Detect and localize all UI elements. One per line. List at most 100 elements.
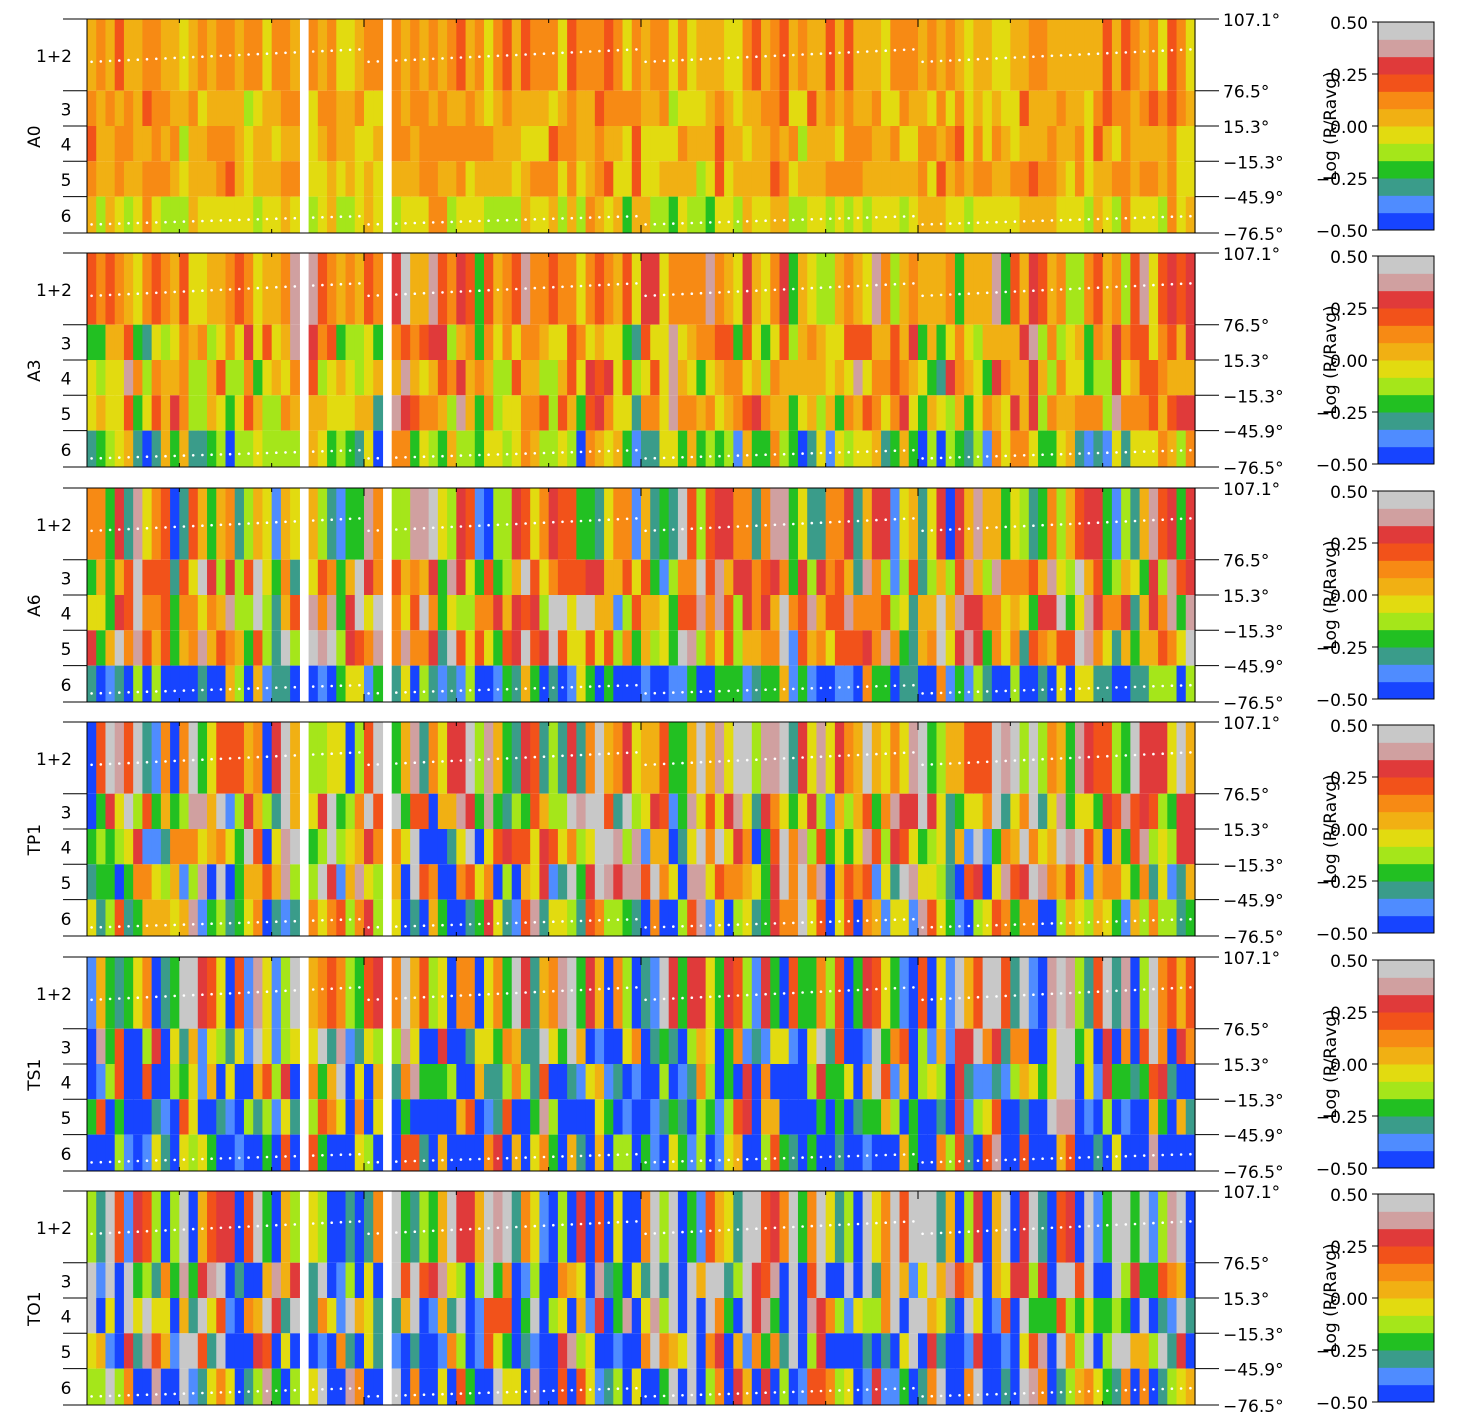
heatmap-cell bbox=[160, 1028, 171, 1064]
heatmap-cell bbox=[114, 595, 125, 631]
heatmap-cell bbox=[160, 90, 171, 126]
trace-point bbox=[755, 688, 758, 692]
heatmap-cell bbox=[373, 253, 384, 325]
heatmap-cell bbox=[96, 957, 107, 1029]
heatmap-cell bbox=[871, 630, 882, 666]
heatmap-cell bbox=[890, 1028, 901, 1064]
heatmap-cell bbox=[520, 161, 531, 197]
trace-point bbox=[930, 294, 934, 297]
heatmap-cell bbox=[216, 1298, 227, 1334]
trace-point bbox=[275, 285, 278, 289]
trace-point bbox=[865, 284, 869, 287]
heatmap-cell bbox=[1139, 722, 1150, 794]
heatmap-cell bbox=[484, 1368, 494, 1405]
trace-point bbox=[1115, 754, 1118, 758]
colorbar-segment bbox=[1378, 664, 1434, 683]
heatmap-cell bbox=[936, 957, 947, 1029]
heatmap-cell bbox=[234, 1298, 245, 1334]
heatmap-cell bbox=[207, 793, 217, 829]
trace-point bbox=[367, 529, 370, 533]
heatmap-cell bbox=[825, 722, 836, 794]
heatmap-cell bbox=[788, 630, 799, 666]
heatmap-cell bbox=[890, 630, 901, 666]
heatmap-cell bbox=[677, 559, 688, 595]
trace-point bbox=[949, 691, 952, 694]
heatmap-cell bbox=[419, 360, 430, 396]
trace-point bbox=[1189, 517, 1192, 520]
heatmap-cell bbox=[908, 899, 919, 936]
heatmap-cell bbox=[410, 630, 420, 666]
heatmap-cell bbox=[465, 324, 476, 360]
trace-point bbox=[745, 454, 749, 457]
heatmap-cell bbox=[502, 630, 513, 666]
heatmap-cell bbox=[733, 1262, 744, 1298]
trace-point bbox=[681, 292, 684, 296]
heatmap-cell bbox=[474, 630, 485, 666]
lat-tick-label: 107.1° bbox=[1223, 11, 1280, 31]
heatmap-cell bbox=[954, 595, 965, 631]
heatmap-cell bbox=[945, 324, 956, 360]
heatmap-cell bbox=[677, 1262, 688, 1298]
heatmap-cell bbox=[465, 559, 476, 595]
trace-point bbox=[348, 48, 352, 52]
heatmap-cell bbox=[761, 793, 771, 829]
heatmap-cell bbox=[1102, 829, 1113, 865]
lat-tick-label: −76.5° bbox=[1223, 1163, 1284, 1183]
trace-point bbox=[588, 919, 592, 922]
heatmap-cell bbox=[243, 864, 254, 900]
heatmap-cell bbox=[779, 161, 790, 197]
trace-point bbox=[570, 685, 574, 689]
trace-point bbox=[182, 689, 186, 692]
heatmap-cell bbox=[1065, 1064, 1076, 1100]
trace-point bbox=[1124, 919, 1128, 923]
heatmap-cell bbox=[788, 1368, 799, 1405]
heatmap-cell bbox=[936, 899, 947, 936]
heatmap-cell bbox=[834, 90, 845, 126]
trace-point bbox=[976, 690, 980, 693]
heatmap-cell bbox=[622, 324, 633, 360]
heatmap-cell bbox=[1130, 722, 1141, 794]
heatmap-cell bbox=[585, 1191, 596, 1263]
heatmap-cell bbox=[1010, 1064, 1021, 1100]
trace-point bbox=[949, 293, 952, 296]
heatmap-cell bbox=[1001, 1064, 1011, 1100]
trace-point bbox=[1179, 986, 1183, 990]
heatmap-cell bbox=[1065, 630, 1076, 666]
heatmap-cell bbox=[354, 1028, 365, 1064]
heatmap-cell bbox=[844, 1333, 854, 1369]
heatmap-cell bbox=[991, 1298, 1002, 1334]
heatmap-cell bbox=[290, 1191, 300, 1263]
heatmap-cell bbox=[520, 126, 531, 162]
heatmap-cell bbox=[188, 196, 199, 233]
heatmap-cell bbox=[428, 630, 439, 666]
heatmap-cell bbox=[548, 196, 559, 233]
trace-point bbox=[1142, 753, 1146, 756]
heatmap-cell bbox=[437, 665, 448, 702]
heatmap-cell bbox=[530, 360, 541, 396]
heatmap-cell bbox=[557, 196, 568, 233]
heatmap-cell bbox=[373, 1064, 384, 1100]
heatmap-cell bbox=[1111, 595, 1122, 631]
heatmap-cell bbox=[234, 559, 245, 595]
trace-point bbox=[247, 287, 250, 290]
heatmap-cell bbox=[733, 1099, 744, 1135]
heatmap-cell bbox=[271, 126, 282, 162]
heatmap-cell bbox=[465, 90, 476, 126]
heatmap-cell bbox=[1102, 90, 1113, 126]
heatmap-cell bbox=[705, 1028, 716, 1064]
heatmap-cell bbox=[484, 196, 494, 233]
heatmap-cell bbox=[668, 126, 679, 162]
heatmap-cell bbox=[641, 90, 651, 126]
heatmap-cell bbox=[400, 430, 411, 467]
heatmap-cell bbox=[197, 793, 208, 829]
heatmap-cell bbox=[871, 957, 882, 1029]
heatmap-cell bbox=[991, 488, 1002, 560]
heatmap-cell bbox=[687, 19, 697, 91]
heatmap-cell bbox=[280, 395, 291, 431]
heatmap-cell bbox=[511, 196, 522, 233]
heatmap-cell bbox=[105, 1134, 116, 1171]
heatmap-cell bbox=[317, 430, 328, 467]
heatmap-cell bbox=[1001, 722, 1011, 794]
heatmap-cell bbox=[1148, 1028, 1159, 1064]
trace-point bbox=[256, 286, 260, 290]
